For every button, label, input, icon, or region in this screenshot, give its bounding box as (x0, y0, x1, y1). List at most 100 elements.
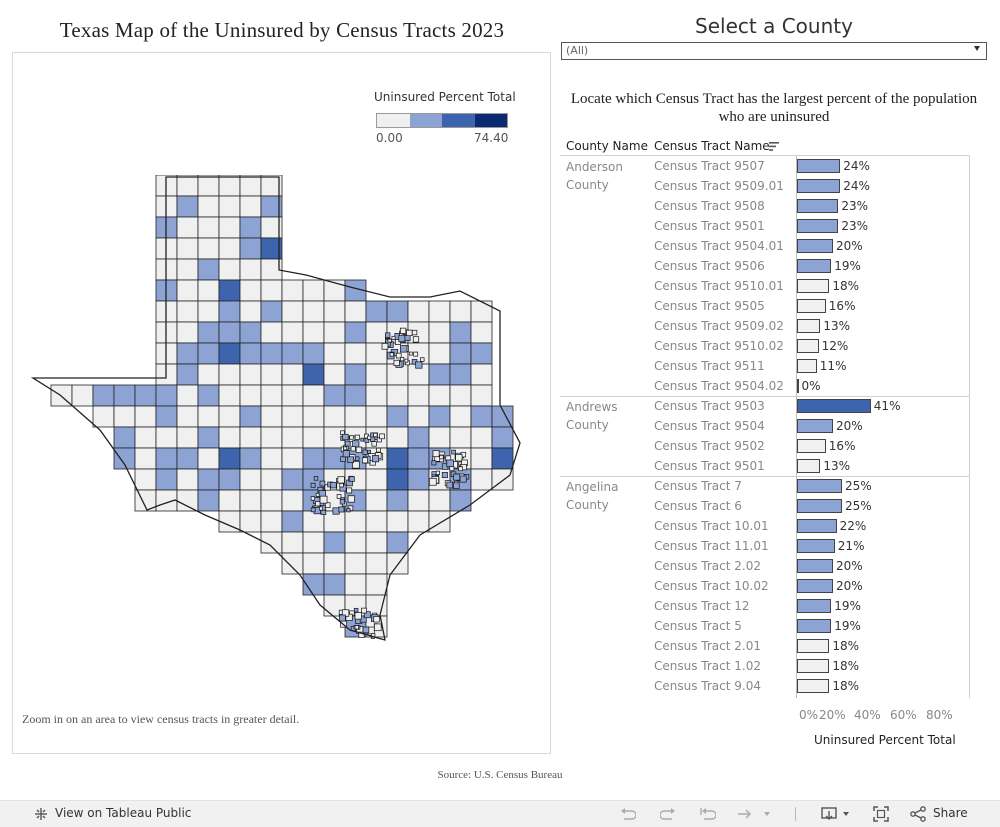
census-tract-shape[interactable] (134, 384, 157, 407)
census-tract-shape[interactable] (365, 321, 388, 344)
census-tract-shape[interactable] (176, 363, 199, 386)
uninsured-bar[interactable] (797, 679, 830, 693)
census-tract-shape[interactable] (367, 435, 372, 440)
census-tract-shape[interactable] (323, 384, 346, 407)
census-tract-shape[interactable] (449, 466, 455, 472)
census-tract-shape[interactable] (346, 508, 351, 513)
share-button[interactable]: Share (933, 806, 968, 820)
census-tract-shape[interactable] (218, 363, 241, 386)
census-tract-shape[interactable] (176, 321, 199, 344)
census-tract-shape[interactable] (399, 327, 407, 334)
county-name-cell[interactable]: Andrews County (566, 400, 618, 432)
census-tract-shape[interactable] (239, 300, 262, 323)
census-tract-shape[interactable] (470, 321, 493, 344)
census-tract-shape[interactable] (155, 405, 178, 428)
share-icon[interactable] (910, 806, 926, 822)
census-tract-shape[interactable] (155, 447, 178, 470)
census-tract-shape[interactable] (344, 321, 367, 344)
census-tract-shape[interactable] (239, 175, 262, 197)
census-tract-shape[interactable] (354, 612, 362, 620)
census-tract-shape[interactable] (218, 321, 241, 344)
census-tract-shape[interactable] (344, 552, 367, 575)
census-tract-shape[interactable] (458, 466, 463, 472)
census-tract-shape[interactable] (218, 489, 241, 512)
census-tract-shape[interactable] (176, 384, 199, 407)
uninsured-bar[interactable] (797, 359, 817, 373)
census-tract-shape[interactable] (408, 351, 413, 356)
census-tract-shape[interactable] (470, 384, 493, 407)
census-tract-shape[interactable] (386, 510, 409, 533)
census-tract-shape[interactable] (332, 507, 340, 515)
census-tract-shape[interactable] (386, 489, 409, 512)
census-tract-shape[interactable] (353, 607, 359, 613)
census-tract-shape[interactable] (176, 489, 199, 512)
census-tract-shape[interactable] (428, 405, 451, 428)
census-tract-shape[interactable] (347, 495, 355, 503)
census-tract-shape[interactable] (176, 342, 199, 365)
census-tract-shape[interactable] (260, 300, 283, 323)
census-tract-shapes[interactable] (50, 175, 514, 639)
census-tract-shape[interactable] (197, 237, 220, 260)
tract-row[interactable]: Census Tract 5 19% (560, 616, 970, 636)
tract-row[interactable]: Census Tract 9.04 18% (560, 676, 970, 696)
uninsured-bar[interactable] (797, 539, 835, 553)
census-tract-shape[interactable] (342, 433, 349, 441)
fullscreen-icon[interactable] (873, 806, 889, 822)
tract-row[interactable]: Census Tract 9509.01 24% (560, 176, 970, 196)
census-tract-shape[interactable] (310, 482, 316, 488)
census-tract-shape[interactable] (176, 216, 199, 239)
census-tract-shape[interactable] (344, 573, 367, 596)
uninsured-bar[interactable] (797, 259, 832, 273)
uninsured-bar[interactable] (797, 519, 837, 533)
undo-icon[interactable] (620, 807, 636, 821)
tract-row[interactable]: Census Tract 9510.02 12% (560, 336, 970, 356)
column-header-county[interactable]: County Name (566, 139, 648, 153)
census-tract-shape[interactable] (404, 358, 409, 363)
census-tract-shape[interactable] (343, 446, 348, 451)
census-tract-shape[interactable] (381, 342, 389, 350)
census-tract-shape[interactable] (354, 456, 360, 461)
census-tract-shape[interactable] (386, 384, 409, 407)
census-tract-shape[interactable] (218, 237, 241, 260)
census-tract-shape[interactable] (470, 405, 493, 428)
census-tract-shape[interactable] (346, 487, 353, 494)
tract-row[interactable]: Census Tract 9501 23% (560, 216, 970, 236)
sort-descending-icon[interactable] (769, 142, 779, 152)
census-tract-shape[interactable] (218, 195, 241, 218)
census-tract-shape[interactable] (400, 345, 408, 353)
census-tract-shape[interactable] (176, 405, 199, 428)
census-tract-shape[interactable] (428, 426, 451, 449)
census-tract-shape[interactable] (323, 405, 346, 428)
tract-row[interactable]: Census Tract 9504.02 0% (560, 376, 970, 396)
census-tract-shape[interactable] (352, 461, 360, 469)
census-tract-shape[interactable] (449, 489, 472, 512)
census-tract-shape[interactable] (344, 363, 367, 386)
uninsured-bar[interactable] (797, 319, 821, 333)
census-tract-shape[interactable] (218, 279, 241, 302)
census-tract-shape[interactable] (407, 426, 430, 449)
census-tract-shape[interactable] (197, 195, 220, 218)
uninsured-bar[interactable] (797, 379, 799, 393)
census-tract-shape[interactable] (310, 507, 316, 513)
census-tract-shape[interactable] (491, 426, 514, 449)
census-tract-shape[interactable] (449, 363, 472, 386)
tract-row[interactable]: Census Tract 9504 20% (560, 416, 970, 436)
census-tract-shape[interactable] (360, 437, 365, 442)
census-tract-shape[interactable] (302, 342, 325, 365)
census-tract-shape[interactable] (323, 321, 346, 344)
tract-row[interactable]: Census Tract 9508 23% (560, 196, 970, 216)
census-tract-shape[interactable] (339, 614, 346, 622)
census-tract-shape[interactable] (367, 449, 371, 454)
uninsured-bar[interactable] (797, 599, 832, 613)
census-tract-shape[interactable] (197, 216, 220, 239)
census-tract-shape[interactable] (373, 432, 378, 438)
census-tract-shape[interactable] (407, 300, 430, 323)
uninsured-bar[interactable] (797, 339, 819, 353)
census-tract-shape[interactable] (361, 607, 367, 614)
census-tract-shape[interactable] (365, 489, 388, 512)
census-tract-shape[interactable] (420, 357, 425, 362)
census-tract-shape[interactable] (218, 405, 241, 428)
census-tract-shape[interactable] (344, 510, 367, 533)
census-tract-shape[interactable] (176, 175, 199, 197)
tract-row[interactable]: Census Tract 7 25% (560, 476, 970, 496)
